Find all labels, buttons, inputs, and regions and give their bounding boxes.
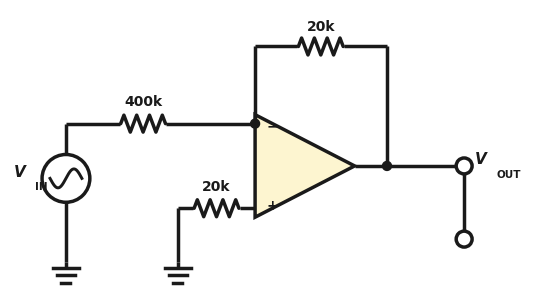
Text: V: V bbox=[475, 152, 487, 167]
Text: −: − bbox=[266, 119, 278, 133]
Text: OUT: OUT bbox=[497, 170, 521, 180]
Text: V: V bbox=[14, 165, 25, 180]
Text: 20k: 20k bbox=[306, 20, 335, 34]
Text: 20k: 20k bbox=[202, 180, 231, 194]
Circle shape bbox=[251, 119, 260, 128]
Text: 400k: 400k bbox=[124, 95, 162, 109]
Text: +: + bbox=[266, 199, 278, 213]
Polygon shape bbox=[255, 115, 355, 217]
Text: IN: IN bbox=[35, 182, 48, 192]
Circle shape bbox=[382, 162, 392, 170]
